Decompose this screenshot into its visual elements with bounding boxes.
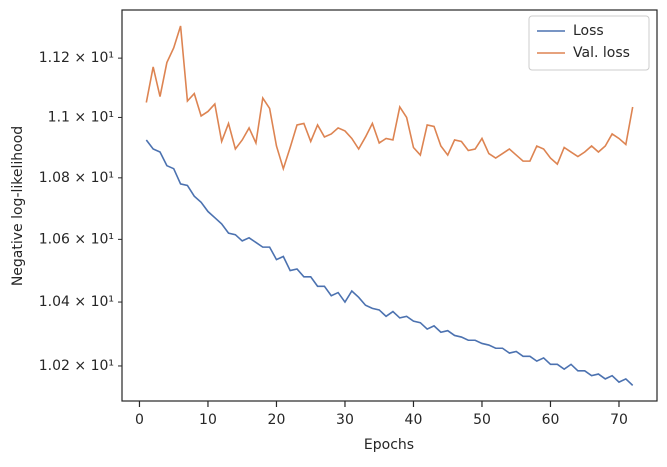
y-tick-label: 1.04 × 10¹ <box>39 294 114 310</box>
y-tick-label: 1.08 × 10¹ <box>39 170 114 186</box>
y-tick-label: 1.12 × 10¹ <box>39 50 114 66</box>
x-tick-label: 30 <box>336 412 354 428</box>
x-tick-label: 10 <box>199 412 217 428</box>
plot-frame <box>121 9 658 402</box>
legend: Loss Val. loss <box>528 15 650 71</box>
x-axis-label: Epochs <box>364 437 414 453</box>
y-tick-label: 1.02 × 10¹ <box>39 358 114 374</box>
legend-label: Loss <box>573 23 604 39</box>
y-tick-label: 1.06 × 10¹ <box>39 231 114 247</box>
x-tick-label: 60 <box>542 412 560 428</box>
line-series <box>145 25 634 172</box>
x-tick-label: 40 <box>405 412 423 428</box>
x-tick-label: 50 <box>473 412 491 428</box>
legend-label: Val. loss <box>573 45 630 61</box>
y-axis-label: Negative log-likelihood <box>10 126 26 286</box>
legend-box <box>528 15 650 71</box>
x-tick-label: 20 <box>268 412 286 428</box>
line-series <box>145 139 634 386</box>
y-tick-label: 1.1 × 10¹ <box>48 109 114 125</box>
x-tick-label: 0 <box>135 412 144 428</box>
x-tick-label: 70 <box>610 412 628 428</box>
